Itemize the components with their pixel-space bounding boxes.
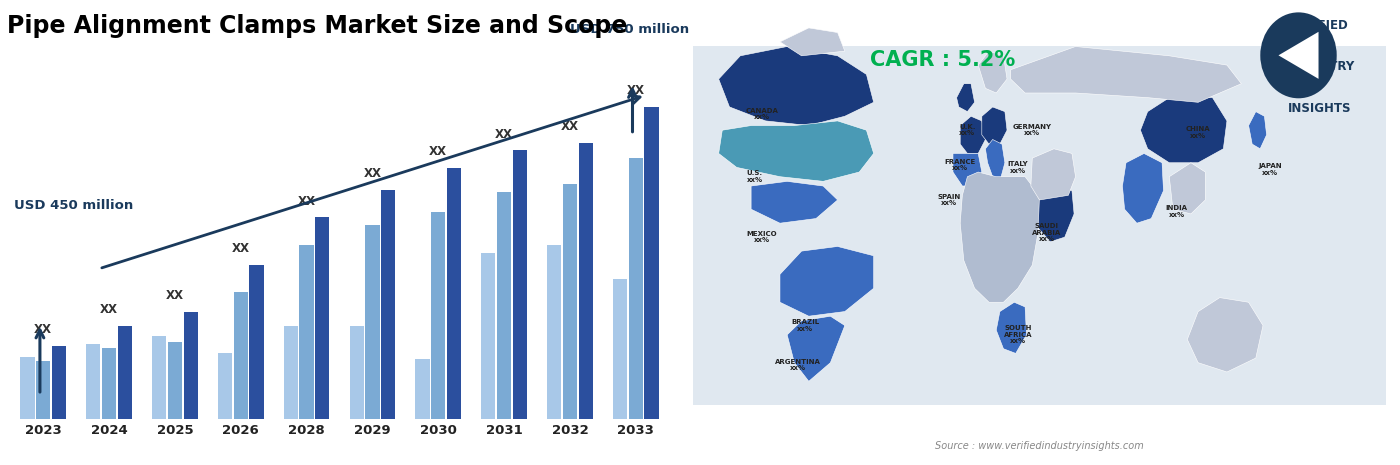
Bar — [249, 265, 263, 418]
Bar — [300, 245, 314, 418]
Text: U.K.
xx%: U.K. xx% — [959, 124, 976, 136]
Text: INDIA
xx%: INDIA xx% — [1165, 206, 1187, 218]
Bar — [102, 347, 116, 418]
Bar — [629, 158, 643, 419]
Text: U.S.
xx%: U.S. xx% — [746, 171, 763, 183]
Polygon shape — [787, 316, 844, 381]
Text: Pipe Alignment Clamps Market Size and Scope: Pipe Alignment Clamps Market Size and Sc… — [7, 14, 627, 38]
Text: XX: XX — [165, 289, 183, 302]
Text: SAUDI
ARABIA
xx%: SAUDI ARABIA xx% — [1032, 223, 1061, 242]
Polygon shape — [960, 116, 986, 153]
Bar — [416, 359, 430, 418]
Text: BRAZIL
xx%: BRAZIL xx% — [791, 319, 819, 332]
Text: XX: XX — [496, 127, 514, 140]
Bar — [482, 253, 496, 418]
Polygon shape — [1141, 93, 1226, 163]
Polygon shape — [1249, 112, 1267, 149]
Bar — [350, 326, 364, 418]
Text: SOUTH
AFRICA
xx%: SOUTH AFRICA xx% — [1004, 326, 1032, 344]
Polygon shape — [780, 28, 844, 56]
Polygon shape — [750, 181, 837, 223]
Text: XX: XX — [298, 194, 315, 207]
Bar — [547, 245, 561, 418]
Bar — [512, 150, 526, 418]
Text: CAGR : 5.2%: CAGR : 5.2% — [869, 50, 1015, 71]
Text: VERIFIED: VERIFIED — [1288, 19, 1350, 32]
Polygon shape — [1169, 163, 1205, 214]
Polygon shape — [780, 246, 874, 316]
Bar — [381, 190, 395, 418]
Polygon shape — [986, 140, 1005, 181]
Bar — [693, 46, 1386, 405]
Polygon shape — [1011, 46, 1242, 102]
Bar — [87, 344, 101, 418]
Polygon shape — [1030, 149, 1075, 200]
Polygon shape — [1036, 186, 1074, 242]
Bar — [431, 212, 445, 418]
Text: USD 450 million: USD 450 million — [14, 199, 133, 212]
Bar — [497, 192, 511, 418]
Text: XX: XX — [34, 323, 52, 336]
Text: XX: XX — [232, 242, 249, 255]
Polygon shape — [981, 107, 1007, 144]
Text: ITALY
xx%: ITALY xx% — [1008, 161, 1028, 173]
Text: USD 750 million: USD 750 million — [570, 23, 689, 36]
Bar — [118, 326, 132, 418]
Bar — [52, 345, 66, 418]
Text: INSIGHTS: INSIGHTS — [1288, 102, 1352, 115]
Bar — [613, 279, 627, 418]
Bar — [183, 312, 197, 418]
Text: INDUSTRY: INDUSTRY — [1288, 60, 1355, 73]
Bar — [168, 342, 182, 418]
Text: JAPAN
xx%: JAPAN xx% — [1259, 164, 1282, 176]
Text: XX: XX — [364, 167, 381, 180]
Polygon shape — [1123, 153, 1163, 223]
Bar — [644, 107, 658, 418]
Text: CANADA
xx%: CANADA xx% — [745, 108, 778, 120]
Bar — [563, 184, 577, 418]
Text: GERMANY
xx%: GERMANY xx% — [1012, 124, 1051, 136]
Text: CHINA
xx%: CHINA xx% — [1186, 126, 1211, 139]
Polygon shape — [953, 153, 981, 186]
Polygon shape — [718, 121, 874, 181]
Bar — [20, 358, 35, 418]
Bar — [315, 218, 329, 418]
Bar — [234, 292, 248, 418]
Text: MEXICO
xx%: MEXICO xx% — [746, 231, 777, 243]
Bar — [153, 336, 167, 418]
Polygon shape — [956, 84, 974, 112]
Bar — [284, 326, 298, 418]
Text: FRANCE
xx%: FRANCE xx% — [945, 159, 976, 171]
Polygon shape — [997, 302, 1026, 353]
Text: XX: XX — [99, 303, 118, 316]
Polygon shape — [1278, 32, 1319, 79]
Text: XX: XX — [561, 120, 580, 133]
Bar — [36, 361, 50, 418]
Polygon shape — [979, 51, 1007, 93]
Text: ARGENTINA
xx%: ARGENTINA xx% — [776, 359, 820, 371]
Polygon shape — [718, 46, 874, 126]
Text: XX: XX — [430, 145, 447, 158]
Text: Source : www.verifiedindustryinsights.com: Source : www.verifiedindustryinsights.co… — [935, 441, 1144, 451]
Circle shape — [1260, 13, 1337, 98]
Text: SPAIN
xx%: SPAIN xx% — [938, 194, 960, 206]
Bar — [218, 353, 232, 418]
Bar — [578, 143, 592, 418]
Polygon shape — [960, 172, 1039, 302]
Polygon shape — [1187, 298, 1263, 372]
Text: XX: XX — [627, 84, 645, 97]
Bar — [365, 226, 379, 418]
Bar — [447, 168, 461, 418]
